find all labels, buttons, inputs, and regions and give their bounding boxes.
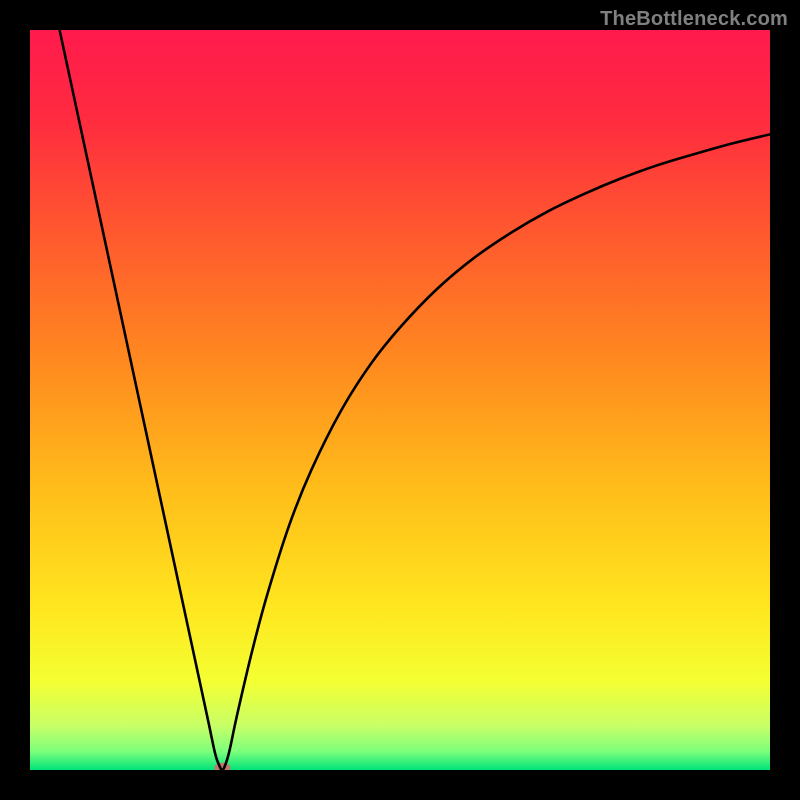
chart-svg: [30, 30, 770, 770]
gradient-background: [30, 30, 770, 770]
watermark-text: TheBottleneck.com: [600, 8, 788, 31]
plot-area: [30, 30, 770, 770]
